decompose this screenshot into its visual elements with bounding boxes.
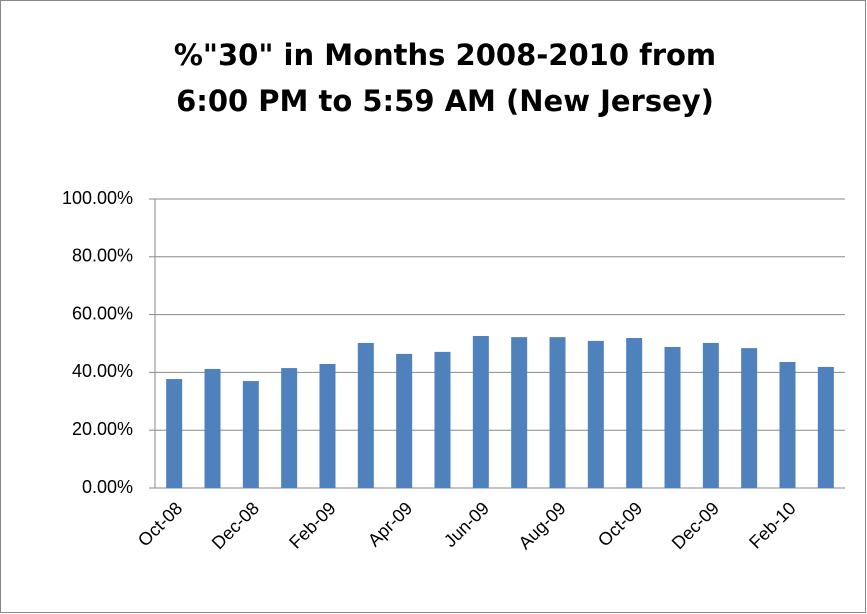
bar (357, 342, 374, 488)
bar (511, 337, 528, 488)
bar (664, 346, 681, 488)
bar (549, 337, 566, 488)
y-tick-label: 40.00% (72, 361, 133, 381)
chart-title: %"30" in Months 2008-2010 from (174, 38, 716, 72)
bar (741, 348, 758, 488)
bar (242, 381, 259, 488)
y-tick-label: 60.00% (72, 303, 133, 323)
bar (587, 340, 604, 488)
bar (472, 335, 489, 488)
bar (434, 351, 451, 488)
bar (626, 338, 643, 488)
y-tick-label: 100.00% (62, 188, 133, 208)
bar (166, 379, 183, 488)
bar (204, 368, 221, 488)
bar (702, 342, 719, 488)
bar (396, 353, 413, 488)
bar (281, 368, 298, 488)
bar (319, 364, 336, 488)
bar (817, 366, 834, 488)
y-tick-label: 20.00% (72, 419, 133, 439)
chart-title: 6:00 PM to 5:59 AM (New Jersey) (176, 84, 714, 118)
y-tick-label: 0.00% (82, 477, 133, 497)
y-tick-label: 80.00% (72, 246, 133, 266)
bar (779, 361, 796, 488)
